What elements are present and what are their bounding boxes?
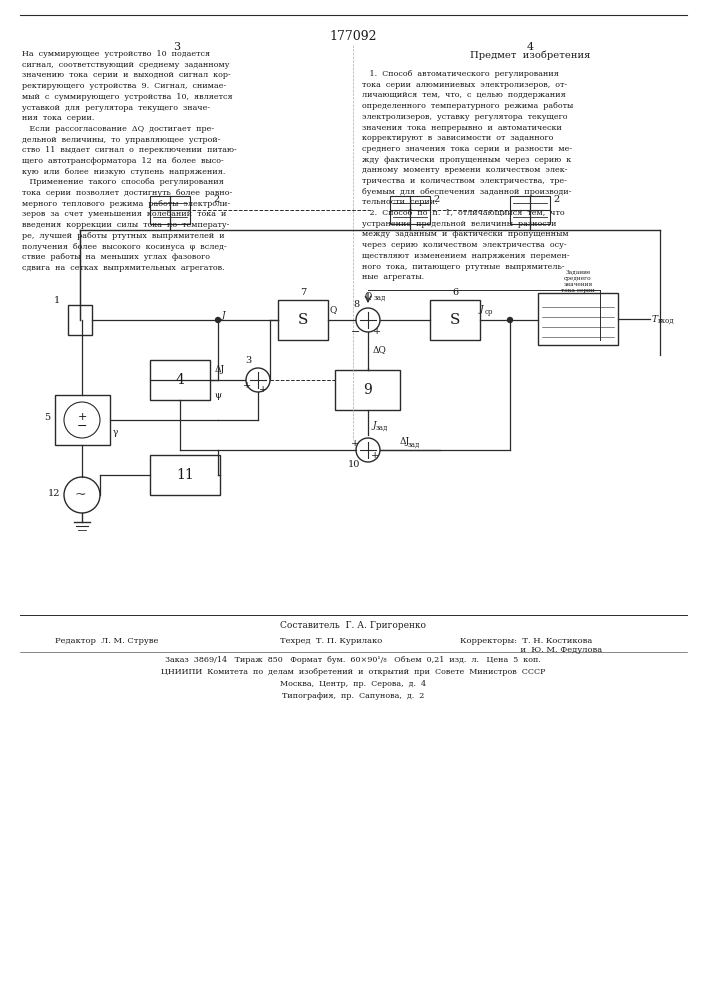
Bar bbox=[390, 196, 430, 224]
Text: +: + bbox=[371, 452, 379, 460]
Text: +: + bbox=[77, 412, 87, 422]
Circle shape bbox=[64, 402, 100, 438]
Text: −: − bbox=[351, 327, 361, 337]
Text: ~: ~ bbox=[74, 488, 86, 502]
Text: На  суммирующее  устройство  10  подается
сигнал,  соответствующий  среднему  за: На суммирующее устройство 10 подается си… bbox=[22, 50, 237, 272]
Text: Москва,  Центр,  пр.  Серова,  д.  4: Москва, Центр, пр. Серова, д. 4 bbox=[280, 680, 426, 688]
Text: зад: зад bbox=[376, 424, 388, 432]
Text: +: + bbox=[373, 328, 381, 336]
Text: 1: 1 bbox=[54, 296, 60, 305]
Text: 5: 5 bbox=[44, 414, 50, 422]
Text: Q: Q bbox=[364, 291, 372, 300]
Text: 7: 7 bbox=[300, 288, 306, 297]
Text: зад: зад bbox=[408, 441, 420, 449]
Text: 6: 6 bbox=[452, 288, 458, 297]
Bar bbox=[430, 300, 480, 340]
Text: ЦНИИПИ  Комитета  по  делам  изобретений  и  открытий  при  Совете  Министров  С: ЦНИИПИ Комитета по делам изобретений и о… bbox=[160, 668, 545, 676]
Text: ΔJ: ΔJ bbox=[215, 365, 226, 374]
Text: γ: γ bbox=[112, 428, 117, 437]
Text: Техред  Т. П. Курилако: Техред Т. П. Курилако bbox=[280, 637, 382, 645]
Text: S: S bbox=[450, 313, 460, 327]
Text: 3: 3 bbox=[173, 42, 180, 52]
Text: J: J bbox=[480, 305, 484, 314]
Circle shape bbox=[246, 368, 270, 392]
Bar bbox=[55, 395, 110, 445]
Text: T: T bbox=[652, 314, 658, 324]
Text: 2: 2 bbox=[433, 196, 439, 205]
Circle shape bbox=[508, 318, 513, 322]
Bar bbox=[538, 293, 618, 345]
Text: 12: 12 bbox=[47, 488, 60, 497]
Text: Редактор  Л. М. Струве: Редактор Л. М. Струве bbox=[55, 637, 158, 645]
Text: 10: 10 bbox=[348, 460, 360, 469]
Text: Предмет  изобретения: Предмет изобретения bbox=[470, 50, 590, 60]
Text: 4: 4 bbox=[527, 42, 534, 52]
Bar bbox=[278, 300, 328, 340]
Text: J: J bbox=[222, 310, 226, 320]
Text: J: J bbox=[373, 420, 377, 430]
Text: 3: 3 bbox=[245, 356, 251, 365]
Text: 9: 9 bbox=[363, 383, 371, 397]
Text: 8: 8 bbox=[353, 300, 359, 309]
Text: +: + bbox=[259, 385, 267, 394]
Text: 4: 4 bbox=[175, 373, 185, 387]
Text: ср: ср bbox=[485, 308, 493, 316]
Text: вход: вход bbox=[658, 317, 674, 325]
Bar bbox=[150, 196, 190, 224]
Circle shape bbox=[64, 477, 100, 513]
Bar bbox=[335, 370, 400, 410]
Text: 177092: 177092 bbox=[329, 30, 377, 43]
Circle shape bbox=[356, 438, 380, 462]
Text: зад: зад bbox=[374, 294, 386, 302]
Bar bbox=[150, 455, 220, 495]
Text: Типография,  пр.  Сапунова,  д.  2: Типография, пр. Сапунова, д. 2 bbox=[282, 692, 424, 700]
Text: ΔJ: ΔJ bbox=[400, 438, 410, 446]
Text: 11: 11 bbox=[176, 468, 194, 482]
Text: S: S bbox=[298, 313, 308, 327]
Text: 2: 2 bbox=[213, 196, 219, 205]
Text: +: + bbox=[243, 381, 251, 390]
Circle shape bbox=[356, 308, 380, 332]
Text: +: + bbox=[351, 440, 359, 448]
Text: ψ: ψ bbox=[214, 391, 221, 400]
Text: −: − bbox=[77, 420, 87, 432]
Text: Q: Q bbox=[330, 305, 337, 314]
Bar bbox=[150, 360, 210, 400]
Text: ΔQ: ΔQ bbox=[373, 346, 387, 355]
Text: Составитель  Г. А. Григоренко: Составитель Г. А. Григоренко bbox=[280, 621, 426, 630]
Bar bbox=[68, 305, 92, 335]
Text: 1.  Способ  автоматического  регулирования
тока  серии  алюминиевых  электролизе: 1. Способ автоматического регулирования … bbox=[362, 70, 573, 281]
Text: Корректоры:  Т. Н. Костикова
                       и  Ю. М. Федулова: Корректоры: Т. Н. Костикова и Ю. М. Феду… bbox=[460, 637, 602, 654]
Text: Задание
среднего
значения
тока серии: Задание среднего значения тока серии bbox=[561, 270, 595, 293]
Circle shape bbox=[216, 318, 221, 322]
Bar bbox=[510, 196, 550, 224]
Text: Заказ  3869/14   Тираж  850   Формат  бум.  60×90¹/₈   Объем  0,21  изд.  л.   Ц: Заказ 3869/14 Тираж 850 Формат бум. 60×9… bbox=[165, 656, 541, 664]
Text: 2: 2 bbox=[553, 196, 559, 205]
